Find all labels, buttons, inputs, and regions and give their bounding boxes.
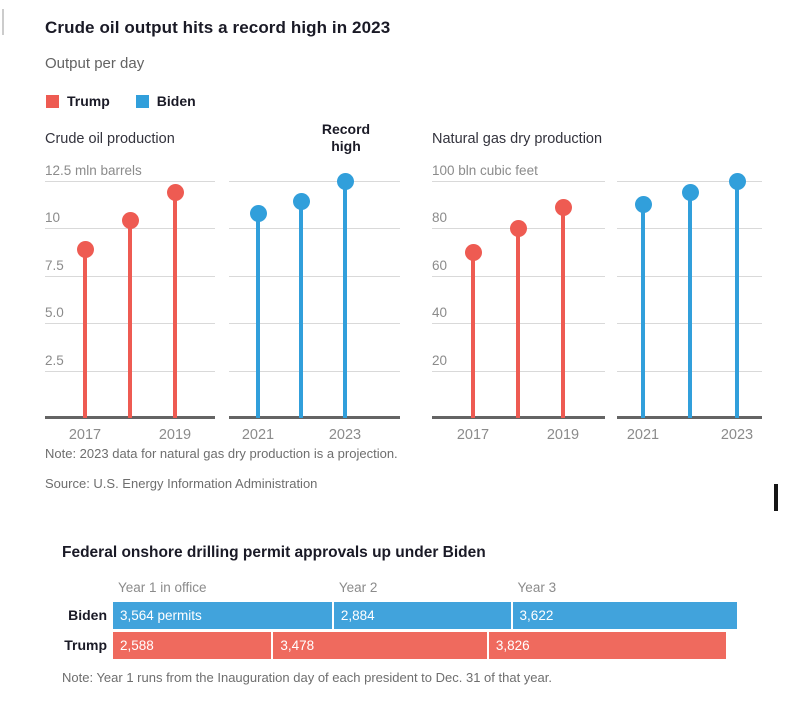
x-axis-label-2023: 2023 bbox=[328, 427, 362, 443]
gridline bbox=[229, 181, 400, 182]
gridline bbox=[617, 181, 762, 182]
y-axis-label: 12.5 mln barrels bbox=[45, 163, 142, 178]
gridline bbox=[229, 370, 400, 372]
gridline bbox=[45, 181, 215, 182]
data-point-2018 bbox=[510, 219, 527, 237]
lollipop-stick-2018 bbox=[128, 220, 132, 418]
bar-trump: 2,588 3,478 3,826 bbox=[113, 632, 726, 659]
bar-segment-trump-year3: 3,826 bbox=[488, 632, 726, 659]
data-point-2019 bbox=[167, 183, 184, 201]
lollipop-stick-2022 bbox=[299, 201, 303, 418]
lollipop-stick-2019 bbox=[173, 192, 177, 418]
y-axis-label: 2.5 bbox=[45, 352, 64, 368]
plot-trump-natural: 100 bln cubic feet 80 60 40 20 2017 2019 bbox=[432, 163, 605, 443]
legend: Trump Biden bbox=[46, 93, 196, 109]
y-axis-label: 80 bbox=[432, 210, 448, 226]
y-axis-label: 100 bln cubic feet bbox=[432, 163, 538, 178]
plot-biden-natural: 2021 2023 bbox=[617, 172, 762, 443]
bar-segment-trump-year2: 3,478 bbox=[273, 632, 489, 659]
lollipop-stick-2019 bbox=[561, 207, 565, 418]
text-cursor-artifact bbox=[774, 484, 778, 511]
row-label-trump: Trump bbox=[64, 637, 107, 653]
bar-segment-biden-year1: 3,564 permits bbox=[113, 602, 334, 629]
data-point-2017 bbox=[77, 240, 94, 258]
plot-biden-crude: 2021 2023 bbox=[229, 172, 400, 443]
lollipop-stick-2017 bbox=[471, 252, 475, 418]
bar-segment-trump-year1: 2,588 bbox=[113, 632, 274, 659]
gridline bbox=[229, 228, 400, 230]
lollipop-stick-2018 bbox=[516, 228, 520, 418]
legend-item-biden: Biden bbox=[135, 93, 196, 109]
gridline bbox=[432, 181, 605, 182]
data-point-2019 bbox=[555, 198, 572, 216]
bar-biden: 3,564 permits 2,884 3,622 bbox=[113, 602, 737, 629]
x-axis-label-2017: 2017 bbox=[68, 427, 102, 443]
bar-segment-biden-year2: 2,884 bbox=[333, 602, 513, 629]
chart-source: Source: U.S. Energy Information Administ… bbox=[45, 476, 318, 491]
x-axis-label-2019: 2019 bbox=[158, 427, 192, 443]
data-point-2018 bbox=[122, 212, 139, 230]
lollipop-stick-2021 bbox=[641, 204, 645, 418]
lollipop-stick-2023 bbox=[735, 181, 739, 418]
column-header-2: Year 2 bbox=[338, 580, 378, 595]
gridline bbox=[229, 323, 400, 325]
chart-title-crude-oil: Crude oil production bbox=[45, 131, 175, 147]
gridline bbox=[229, 275, 400, 277]
row-label-biden: Biden bbox=[68, 607, 107, 623]
legend-label: Biden bbox=[156, 93, 196, 109]
x-axis-label-2017: 2017 bbox=[456, 427, 490, 443]
data-point-2022 bbox=[293, 193, 310, 211]
main-title: Crude oil output hits a record high in 2… bbox=[45, 18, 391, 37]
y-axis-label: 40 bbox=[432, 305, 448, 321]
x-axis-line bbox=[229, 416, 400, 419]
data-point-2022 bbox=[682, 184, 699, 202]
data-point-2021 bbox=[250, 204, 267, 222]
chart-note: Note: 2023 data for natural gas dry prod… bbox=[45, 446, 398, 461]
plot-trump-crude: 12.5 mln barrels 10 7.5 5.0 2.5 2017 2019 bbox=[45, 163, 215, 443]
y-axis-label: 20 bbox=[432, 352, 448, 368]
lollipop-stick-2023 bbox=[343, 181, 347, 418]
x-axis-label-2023: 2023 bbox=[720, 427, 754, 443]
subtitle: Output per day bbox=[45, 55, 145, 72]
y-axis-label: 7.5 bbox=[45, 257, 64, 273]
legend-label: Trump bbox=[67, 93, 110, 109]
column-header-3: Year 3 bbox=[517, 580, 557, 595]
y-axis-label: 5.0 bbox=[45, 305, 64, 321]
x-axis-label-2021: 2021 bbox=[241, 427, 275, 443]
y-axis-label: 60 bbox=[432, 257, 448, 273]
x-axis-label-2019: 2019 bbox=[546, 427, 580, 443]
permits-note: Note: Year 1 runs from the Inauguration … bbox=[62, 670, 552, 685]
x-axis-label-2021: 2021 bbox=[626, 427, 660, 443]
lollipop-stick-2021 bbox=[256, 213, 260, 418]
legend-item-trump: Trump bbox=[46, 93, 110, 109]
lollipop-stick-2022 bbox=[688, 192, 692, 418]
lollipop-stick-2017 bbox=[83, 249, 87, 418]
left-edge-artifact bbox=[2, 9, 4, 35]
legend-swatch bbox=[135, 94, 149, 108]
record-high-annotation: Record high bbox=[321, 121, 371, 154]
column-header-1: Year 1 in office bbox=[118, 580, 207, 595]
data-point-2017 bbox=[465, 243, 482, 261]
data-point-2023 bbox=[337, 172, 354, 190]
y-axis-label: 10 bbox=[45, 210, 61, 226]
chart-title-natural-gas: Natural gas dry production bbox=[432, 131, 603, 147]
legend-swatch bbox=[46, 94, 59, 108]
permits-title: Federal onshore drilling permit approval… bbox=[62, 544, 486, 561]
data-point-2023 bbox=[729, 172, 746, 190]
data-point-2021 bbox=[635, 196, 652, 214]
bar-segment-biden-year3: 3,622 bbox=[512, 602, 737, 629]
